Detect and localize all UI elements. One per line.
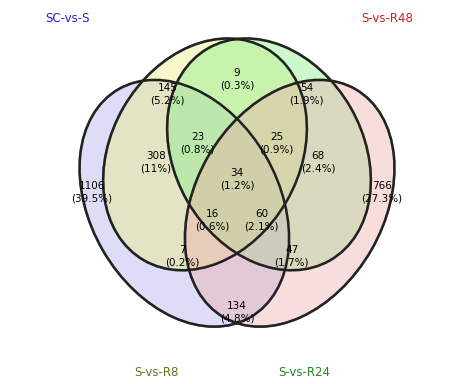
Text: 7
(0.2%): 7 (0.2%) bbox=[165, 245, 200, 267]
Text: 9
(0.3%): 9 (0.3%) bbox=[220, 68, 254, 90]
Ellipse shape bbox=[80, 80, 289, 327]
Text: 16
(0.6%): 16 (0.6%) bbox=[195, 209, 230, 232]
Text: 25
(0.9%): 25 (0.9%) bbox=[259, 132, 294, 154]
Text: 23
(0.8%): 23 (0.8%) bbox=[180, 132, 215, 154]
Ellipse shape bbox=[167, 38, 371, 270]
Text: 54
(1.9%): 54 (1.9%) bbox=[289, 83, 324, 105]
Text: S-vs-R24: S-vs-R24 bbox=[279, 366, 331, 379]
Text: 1106
(39.5%): 1106 (39.5%) bbox=[72, 181, 113, 203]
Text: 308
(11%): 308 (11%) bbox=[140, 151, 172, 173]
Text: 34
(1.2%): 34 (1.2%) bbox=[220, 168, 254, 190]
Ellipse shape bbox=[185, 80, 394, 327]
Ellipse shape bbox=[103, 38, 307, 270]
Text: S-vs-R48: S-vs-R48 bbox=[362, 12, 413, 25]
Text: 47
(1.7%): 47 (1.7%) bbox=[274, 245, 309, 267]
Text: 766
(27.3%): 766 (27.3%) bbox=[361, 181, 402, 203]
Text: SC-vs-S: SC-vs-S bbox=[46, 12, 90, 25]
Text: 68
(2.4%): 68 (2.4%) bbox=[301, 151, 335, 173]
Text: 60
(2.1%): 60 (2.1%) bbox=[244, 209, 279, 232]
Text: 145
(5.2%): 145 (5.2%) bbox=[150, 83, 185, 105]
Text: S-vs-R8: S-vs-R8 bbox=[134, 366, 178, 379]
Text: 134
(4.8%): 134 (4.8%) bbox=[220, 301, 254, 324]
